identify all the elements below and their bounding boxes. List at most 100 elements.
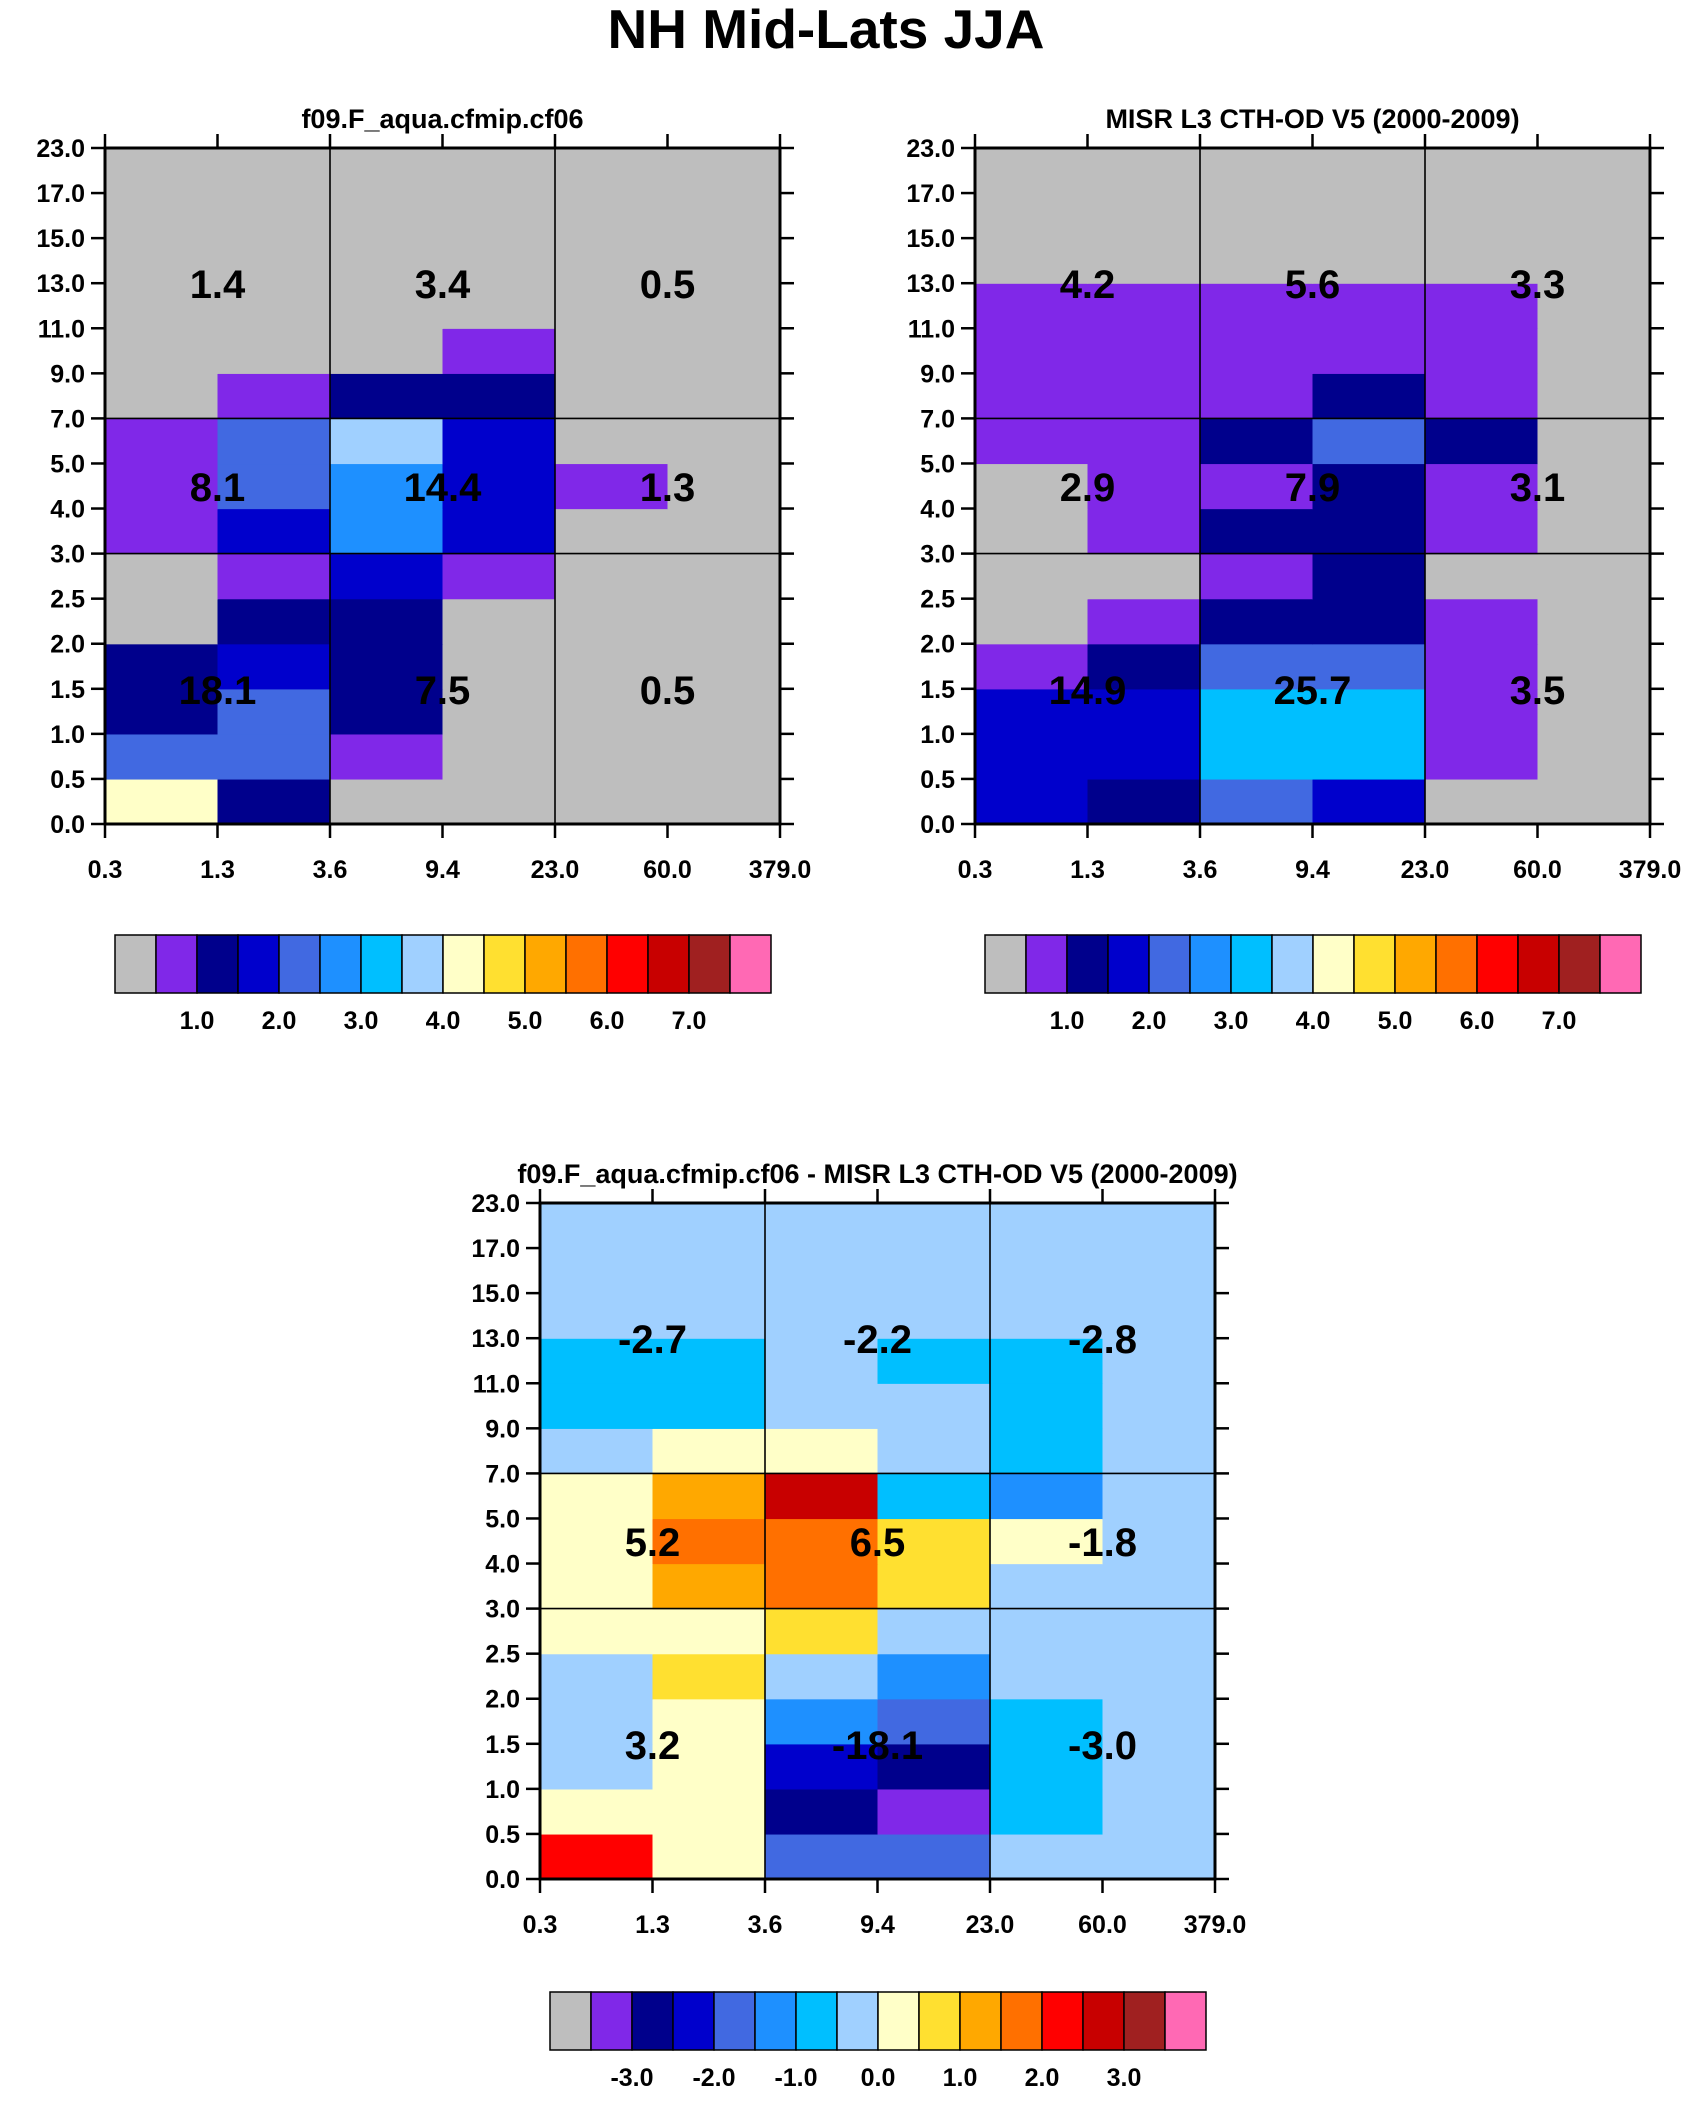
heatmap-cell <box>442 733 556 780</box>
heatmap-cell <box>442 778 556 825</box>
heatmap-cell <box>765 1788 879 1835</box>
summary-value: -2.2 <box>843 1318 912 1362</box>
summary-value: 3.4 <box>415 263 471 307</box>
heatmap-cell <box>105 283 219 329</box>
heatmap-cell <box>540 1563 654 1610</box>
heatmap-cell <box>1087 418 1201 465</box>
heatmap-cell <box>975 328 1089 374</box>
y-tick-label: 0.5 <box>485 1821 520 1849</box>
heatmap-cell <box>540 1203 654 1249</box>
summary-value: 7.9 <box>1285 466 1341 510</box>
heatmap-cell <box>1537 193 1651 239</box>
heatmap-cell <box>105 418 219 465</box>
heatmap-cell <box>105 688 219 735</box>
heatmap-cell <box>765 1833 879 1880</box>
heatmap-cell <box>540 1653 654 1700</box>
heatmap-cell <box>877 1203 991 1249</box>
colorbar-swatch <box>729 934 772 994</box>
x-tick-label: 1.3 <box>200 856 235 884</box>
heatmap-cell <box>990 1338 1104 1384</box>
heatmap-cell <box>442 328 556 374</box>
y-tick-label: 9.0 <box>485 1415 520 1443</box>
heatmap-cell <box>1425 283 1539 329</box>
heatmap-cell <box>652 1428 766 1474</box>
y-tick-label: 1.5 <box>920 676 955 704</box>
heatmap-cell <box>1425 733 1539 780</box>
y-tick-label: 9.0 <box>50 360 85 388</box>
colorbar-swatch <box>1164 1991 1207 2051</box>
heatmap-cell <box>1537 778 1651 825</box>
heatmap-cell <box>765 1518 879 1565</box>
heatmap-cell <box>1087 463 1201 510</box>
heatmap-cell <box>877 1743 991 1790</box>
colorbar-swatch <box>155 934 198 994</box>
heatmap-cell <box>990 1293 1104 1339</box>
heatmap-cell <box>667 373 781 419</box>
summary-value: 3.1 <box>1510 466 1566 510</box>
heatmap-cell <box>877 1788 991 1835</box>
heatmap-cell <box>1312 778 1426 825</box>
heatmap-cell <box>540 1248 654 1294</box>
y-tick-label: 2.0 <box>485 1686 520 1714</box>
heatmap-cell <box>105 238 219 284</box>
heatmap-cell <box>1537 373 1651 419</box>
heatmap-cell <box>1102 1653 1216 1700</box>
colorbar-swatch <box>483 934 526 994</box>
heatmap-cell <box>990 1743 1104 1790</box>
summary-value: 5.2 <box>625 1521 681 1565</box>
summary-value: 7.5 <box>415 669 471 713</box>
heatmap-cell <box>1425 553 1539 600</box>
heatmap-cell <box>1537 328 1651 374</box>
y-tick-label: 3.0 <box>50 541 85 569</box>
y-tick-label: 13.0 <box>906 270 955 298</box>
colorbar-swatch <box>1000 1991 1043 2051</box>
heatmap-cell <box>877 1383 991 1429</box>
colorbar-swatch <box>959 1991 1002 2051</box>
summary-value: 0.5 <box>640 263 696 307</box>
heatmap-cell <box>1087 778 1201 825</box>
heatmap-cell <box>442 373 556 419</box>
heatmap-cell <box>1200 643 1314 690</box>
heatmap-cell <box>1200 778 1314 825</box>
heatmap-cell <box>667 643 781 690</box>
heatmap-cell <box>667 688 781 735</box>
x-tick-label: 23.0 <box>1401 856 1450 884</box>
heatmap-cell <box>652 1563 766 1610</box>
heatmap-cell <box>667 553 781 600</box>
y-tick-label: 4.0 <box>50 496 85 524</box>
colorbar-swatch <box>319 934 362 994</box>
heatmap-cell <box>877 1293 991 1339</box>
x-tick-label: 1.3 <box>1070 856 1105 884</box>
summary-value: -18.1 <box>832 1724 923 1768</box>
heatmap-cell <box>555 148 669 194</box>
heatmap-cell <box>877 1518 991 1565</box>
heatmap-cell <box>1425 193 1539 239</box>
heatmap-cell <box>877 1608 991 1655</box>
heatmap-cell <box>105 553 219 600</box>
y-tick-label: 4.0 <box>485 1551 520 1579</box>
colorbar-swatch <box>688 934 731 994</box>
panel-3: f09.F_aqua.cfmip.cf06 - MISR L3 CTH-OD V… <box>471 1159 1246 2092</box>
y-tick-label: 0.0 <box>920 811 955 839</box>
heatmap-cell <box>1312 193 1426 239</box>
colorbar-swatch <box>1123 1991 1166 2051</box>
heatmap-cell <box>765 1473 879 1520</box>
summary-value: 2.9 <box>1060 466 1116 510</box>
colorbar-swatch <box>672 1991 715 2051</box>
heatmap-cell <box>652 1203 766 1249</box>
colorbar-swatch <box>754 1991 797 2051</box>
colorbar-label: 2.0 <box>1132 1007 1167 1035</box>
y-tick-label: 13.0 <box>36 270 85 298</box>
heatmap-cell <box>1102 1608 1216 1655</box>
colorbar-swatch <box>1517 934 1560 994</box>
heatmap-cell <box>1087 283 1201 329</box>
x-tick-label: 60.0 <box>1513 856 1562 884</box>
heatmap-cell <box>990 1608 1104 1655</box>
heatmap-cell <box>555 733 669 780</box>
colorbar-swatch <box>836 1991 879 2051</box>
heatmap-cell <box>652 1248 766 1294</box>
heatmap-cell <box>1200 418 1314 465</box>
colorbar-swatch <box>114 934 157 994</box>
heatmap-cell <box>652 1473 766 1520</box>
y-tick-label: 1.0 <box>920 721 955 749</box>
